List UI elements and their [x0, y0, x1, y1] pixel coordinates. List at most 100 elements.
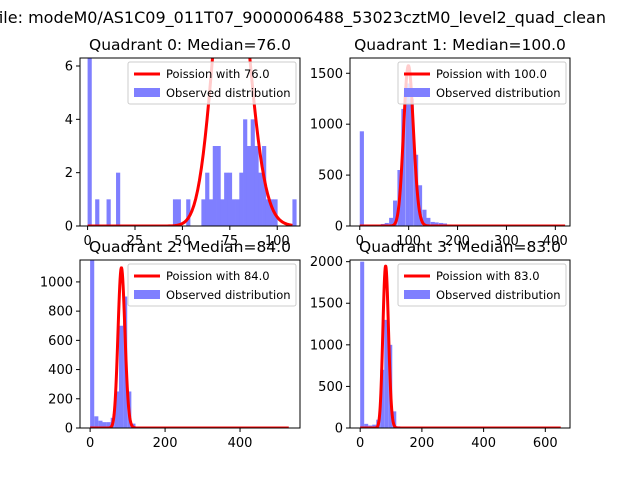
histogram-bar	[393, 200, 398, 226]
histogram-bar	[243, 119, 248, 226]
legend-histogram-swatch	[404, 88, 430, 97]
histogram-bar	[389, 217, 394, 226]
histogram-bar	[438, 222, 444, 226]
axes-frame	[349, 259, 571, 429]
histogram-bar	[292, 199, 297, 226]
legend-frame	[127, 263, 297, 307]
histogram-bar	[372, 424, 377, 428]
x-tick-label: 400	[228, 436, 253, 451]
y-tick-label: 1000	[310, 338, 343, 353]
histogram-bar	[94, 416, 99, 428]
axes-frame	[79, 259, 301, 429]
legend-fit-label: Poission with 100.0	[436, 67, 547, 81]
y-tick-label: 2000	[310, 255, 343, 270]
x-tick-label: 100	[265, 234, 290, 249]
subplot-2: 0 200 400 0 200 400 600 800 1000 Quadrant 2: Medi…	[40, 238, 301, 451]
x-tick-label: 300	[494, 234, 519, 249]
y-tick-label: 0	[65, 422, 73, 437]
histogram-bar	[380, 369, 385, 428]
legend: Poission with 100.0 Observed distribution	[397, 61, 567, 105]
histogram-bar	[102, 422, 107, 428]
y-tick-label: 6	[65, 60, 73, 75]
histogram-bar	[258, 172, 263, 226]
histogram-bar	[176, 199, 181, 226]
legend-frame	[397, 61, 567, 105]
y-tick-label: 500	[318, 380, 343, 395]
y-tick-label: 0	[65, 220, 73, 235]
histogram-bar	[208, 199, 214, 226]
histogram-bar	[114, 391, 119, 428]
subplot-3: 0 200 400 600 0 500 1000 1500 2000 Quadrant 3: Me…	[310, 238, 571, 451]
histogram-bar	[212, 146, 217, 226]
legend: Poission with 83.0 Observed distribution	[397, 263, 567, 307]
histogram-bars	[359, 83, 511, 226]
subplot-title: Quadrant 0: Median=76.0	[89, 36, 291, 54]
histogram-bar	[250, 119, 255, 226]
x-tick-label: 200	[445, 234, 470, 249]
histogram-bar	[116, 172, 121, 226]
histogram-bar	[426, 217, 431, 226]
histogram-bar	[90, 260, 95, 428]
histogram-bar	[220, 199, 225, 226]
subplot-title: Quadrant 1: Median=100.0	[354, 36, 566, 54]
legend-histogram-label: Observed distribution	[436, 86, 561, 100]
y-tick-label: 2	[65, 166, 73, 181]
y-tick-label: 1000	[310, 118, 343, 133]
histogram-bar	[95, 199, 100, 226]
histogram-bar	[224, 172, 229, 226]
figure-suptitle-text: n file: modeM0/AS1C09_011T07_9000006488_…	[0, 8, 606, 27]
y-tick-label: 1500	[310, 67, 343, 82]
y-tick-label: 800	[48, 305, 73, 320]
histogram-bar	[186, 199, 191, 226]
x-tick-label: 400	[543, 234, 568, 249]
histogram-bar	[231, 199, 236, 226]
legend-histogram-swatch	[134, 290, 160, 299]
x-tick-label: 0	[83, 234, 91, 249]
histogram-bar	[405, 83, 410, 226]
histogram-bar	[98, 420, 103, 428]
histogram-bar	[205, 172, 210, 226]
subplot-1: 0 100 200 300 400 0 500 1000 1500 Quadrant 1: Med…	[310, 36, 571, 249]
x-tick-label: 200	[153, 436, 178, 451]
axes-frame	[349, 57, 571, 227]
legend: Poission with 76.0 Observed distribution	[127, 61, 297, 105]
histogram-bar	[235, 199, 240, 226]
legend-fit-label: Poission with 84.0	[166, 269, 270, 283]
histogram-bar	[409, 98, 414, 226]
histogram-bar	[359, 131, 364, 226]
legend-frame	[127, 61, 297, 105]
histogram-bar	[422, 209, 427, 226]
legend-fit-label: Poission with 76.0	[166, 67, 270, 81]
legend: Poission with 84.0 Observed distribution	[127, 263, 297, 307]
x-tick-label: 0	[86, 436, 94, 451]
legend-histogram-swatch	[134, 88, 160, 97]
histogram-bar	[87, 58, 92, 226]
y-tick-label: 4	[65, 113, 73, 128]
x-tick-label: 400	[471, 436, 496, 451]
y-tick-label: 200	[48, 392, 73, 407]
figure-suptitle: n file: modeM0/AS1C09_011T07_9000006488_…	[0, 8, 640, 34]
y-tick-label: 1000	[40, 275, 73, 290]
subplot-title: Quadrant 3: Median=83.0	[359, 238, 561, 256]
legend-histogram-label: Observed distribution	[166, 86, 291, 100]
histogram-bar	[254, 146, 259, 226]
histogram-bar	[430, 221, 435, 226]
histogram-bar	[401, 108, 406, 226]
histogram-bar	[239, 172, 244, 226]
poisson-fit-line	[358, 264, 562, 428]
x-tick-label: 0	[356, 436, 364, 451]
x-tick-label: 0	[356, 234, 364, 249]
histogram-bar	[106, 199, 111, 226]
histogram-bar	[265, 199, 271, 226]
poisson-fit-line	[358, 64, 567, 226]
y-tick-label: 400	[48, 363, 73, 378]
histogram-bar	[269, 199, 274, 226]
poisson-fit-line	[88, 266, 290, 428]
histogram-bar	[384, 222, 389, 226]
histogram-bar	[227, 172, 233, 226]
legend-histogram-label: Observed distribution	[166, 288, 291, 302]
histogram-bar	[216, 146, 221, 226]
x-tick-label: 200	[409, 436, 434, 451]
x-tick-label: 100	[396, 234, 421, 249]
